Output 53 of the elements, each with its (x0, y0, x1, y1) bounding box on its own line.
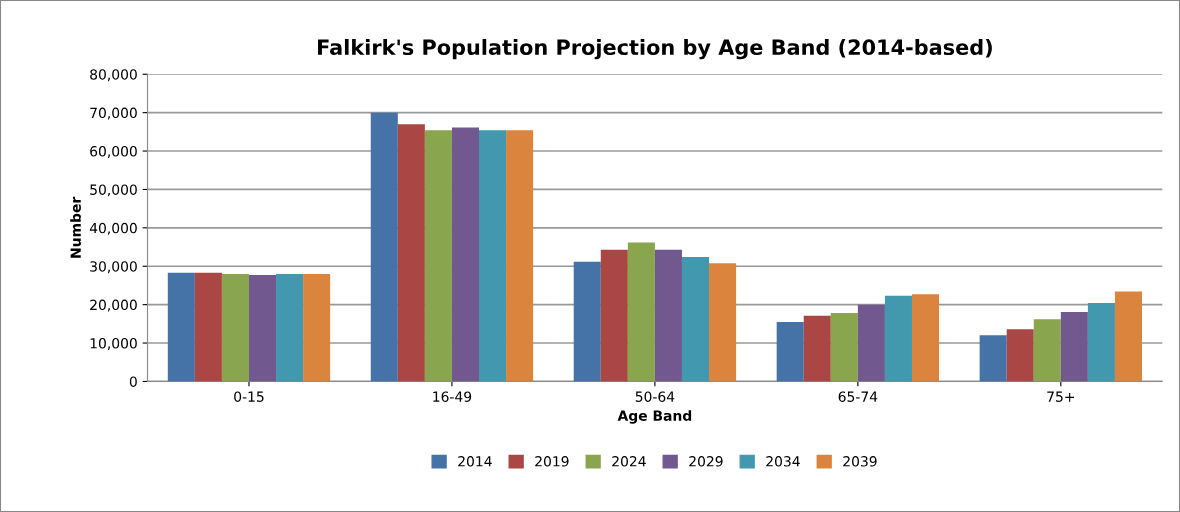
bar (1060, 311, 1088, 382)
y-tick-label: 80,000 (90, 69, 137, 82)
y-tick-label: 70,000 (90, 107, 137, 120)
x-tick-label: 50-64 (635, 391, 675, 402)
legend-label: 2034 (766, 456, 800, 467)
y-tick-label: 30,000 (90, 261, 137, 274)
bar (627, 242, 655, 382)
bar (221, 273, 249, 382)
bar (424, 130, 452, 382)
bar (479, 130, 507, 382)
bar (1033, 319, 1061, 382)
bar (857, 304, 885, 382)
bar (830, 313, 858, 382)
bar (600, 249, 628, 382)
bar (194, 272, 222, 382)
bar (451, 127, 479, 382)
y-tick-label: 60,000 (90, 146, 137, 158)
x-tick-label: 0-15 (234, 391, 264, 402)
chart-title: Falkirk's Population Projection by Age Band (2014-based) (318, 38, 992, 60)
x-tick-label: 65-74 (838, 391, 878, 402)
bar (979, 335, 1007, 382)
x-tick-label: 75+ (1047, 391, 1074, 402)
bar (884, 295, 912, 382)
bar (1087, 303, 1115, 382)
legend-label: 2039 (843, 456, 877, 467)
legend-label: 2029 (689, 456, 723, 467)
bar (681, 257, 710, 382)
bar (911, 294, 940, 382)
bar (506, 130, 534, 382)
bar (276, 273, 304, 382)
bar (709, 263, 737, 382)
bar (776, 321, 804, 382)
bar (167, 272, 195, 382)
bar (370, 112, 398, 382)
y-tick-label: 10,000 (90, 338, 137, 350)
x-axis-title: Age Band (617, 410, 692, 424)
y-tick-label: 50,000 (90, 184, 137, 197)
y-tick-label: 0 (129, 376, 137, 387)
x-tick-label: 16-49 (433, 391, 472, 402)
y-axis-title: Number (70, 196, 81, 258)
legend-label: 2024 (612, 456, 646, 467)
bar (397, 124, 425, 382)
y-tick-label: 20,000 (90, 299, 137, 312)
bar (573, 261, 601, 382)
legend-label: 2019 (535, 456, 569, 467)
bar (654, 249, 682, 382)
bar (303, 273, 331, 382)
bar (1006, 329, 1034, 382)
y-tick-label: 40,000 (89, 222, 137, 235)
legend-label: 2014 (458, 456, 492, 467)
bar (803, 315, 831, 382)
bar (248, 275, 277, 382)
bar (1114, 291, 1142, 382)
